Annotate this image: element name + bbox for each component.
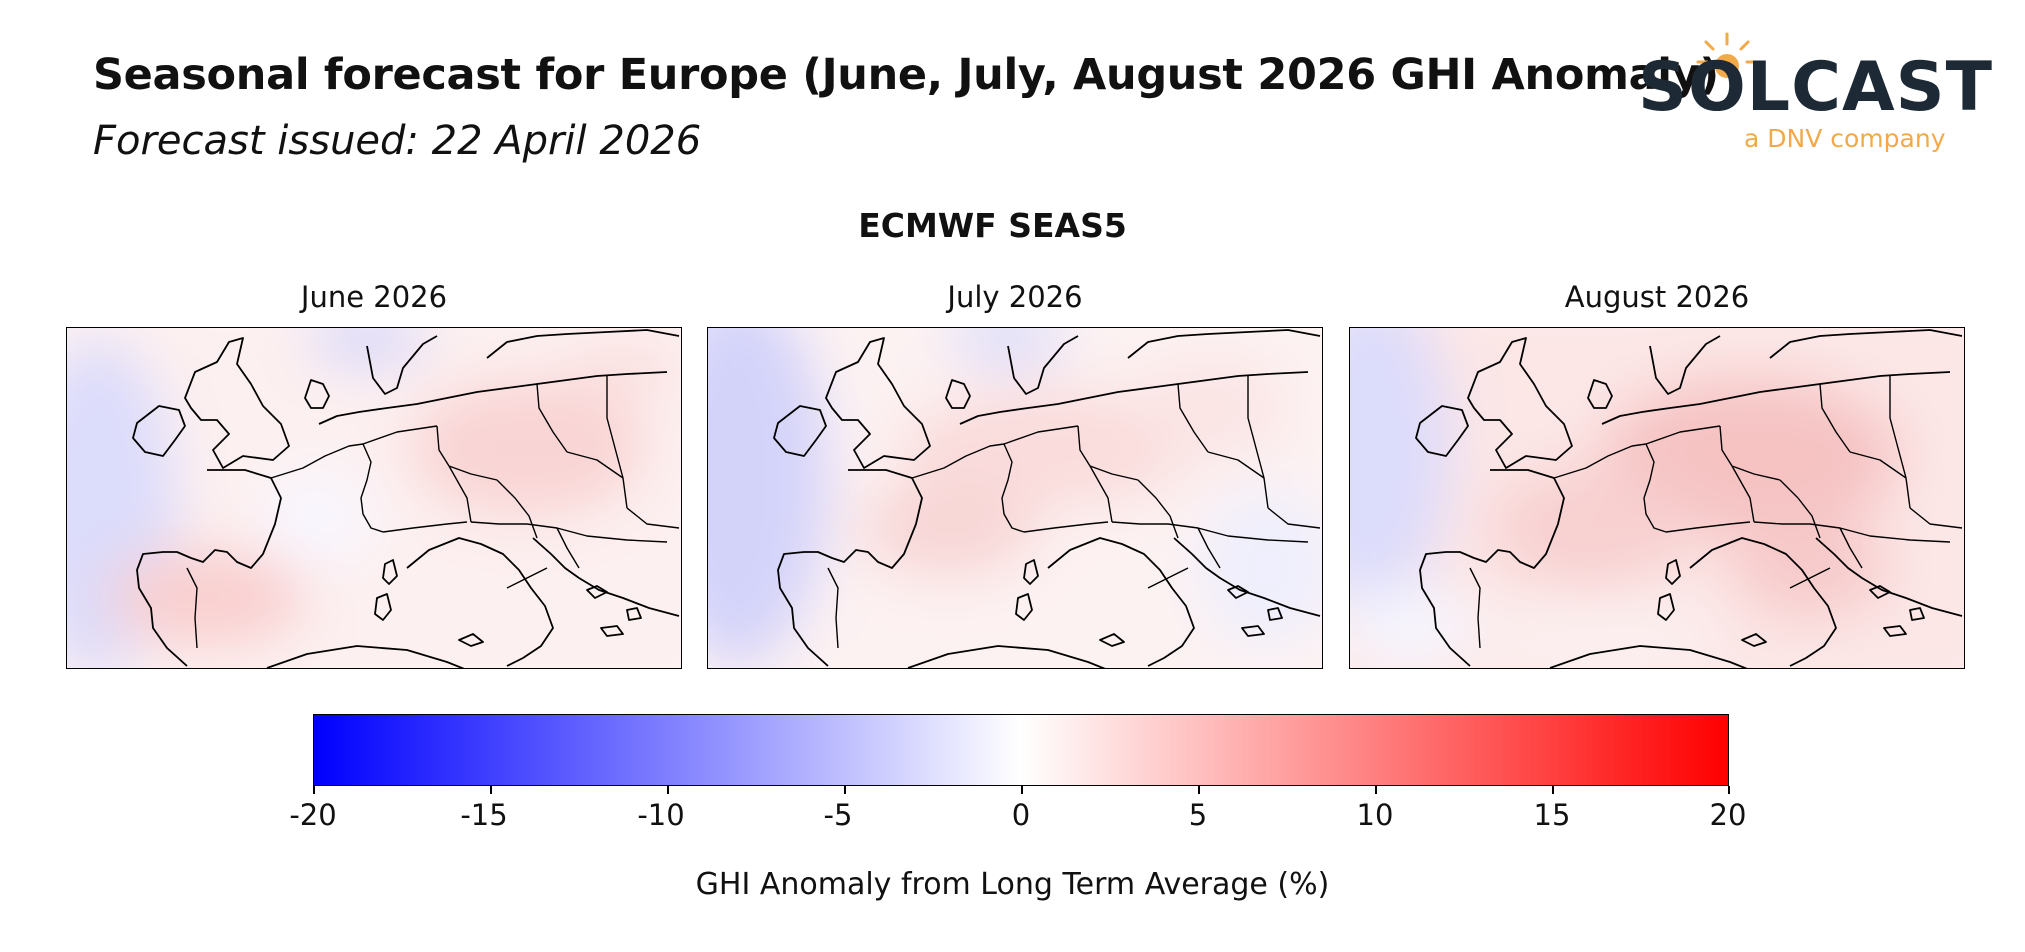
logo-tagline: a DNV company bbox=[1744, 124, 1946, 153]
map-june bbox=[66, 327, 682, 669]
solcast-logo: SOLCAST a DNV company bbox=[1630, 30, 1992, 160]
panel-title-august: August 2026 bbox=[1564, 280, 1750, 314]
colorbar-tick-mark bbox=[313, 786, 315, 794]
colorbar-tick-label: -5 bbox=[823, 798, 853, 832]
colorbar-tick-label: -15 bbox=[460, 798, 508, 832]
colorbar-tick-mark bbox=[1021, 786, 1023, 794]
colorbar bbox=[313, 714, 1729, 786]
colorbar-tick-label: 15 bbox=[1533, 798, 1571, 832]
colorbar-tick-label: 20 bbox=[1709, 798, 1747, 832]
colorbar-tick-label: -20 bbox=[289, 798, 337, 832]
colorbar-tick-mark bbox=[1728, 786, 1730, 794]
colorbar-tick-label: 5 bbox=[1188, 798, 1208, 832]
forecast-issued-date: Forecast issued: 22 April 2026 bbox=[93, 118, 702, 164]
colorbar-tick-mark bbox=[1375, 786, 1377, 794]
colorbar-tick-label: -10 bbox=[637, 798, 685, 832]
sun-icon bbox=[1696, 32, 1758, 78]
colorbar-tick-mark bbox=[844, 786, 846, 794]
logo-brand-text: SOLCAST bbox=[1638, 48, 1994, 127]
map-august bbox=[1349, 327, 1965, 669]
panel-title-june: June 2026 bbox=[300, 280, 448, 314]
colorbar-tick-label: 0 bbox=[1011, 798, 1031, 832]
map-july bbox=[707, 327, 1323, 669]
colorbar-tick-mark bbox=[490, 786, 492, 794]
panel-title-july: July 2026 bbox=[947, 280, 1083, 314]
colorbar-label: GHI Anomaly from Long Term Average (%) bbox=[695, 867, 1330, 902]
model-title: ECMWF SEAS5 bbox=[858, 206, 1127, 245]
page-title: Seasonal forecast for Europe (June, July… bbox=[93, 50, 1719, 100]
colorbar-tick-mark bbox=[1552, 786, 1554, 794]
colorbar-tick-mark bbox=[1198, 786, 1200, 794]
colorbar-tick-label: 10 bbox=[1356, 798, 1394, 832]
colorbar-tick-mark bbox=[667, 786, 669, 794]
